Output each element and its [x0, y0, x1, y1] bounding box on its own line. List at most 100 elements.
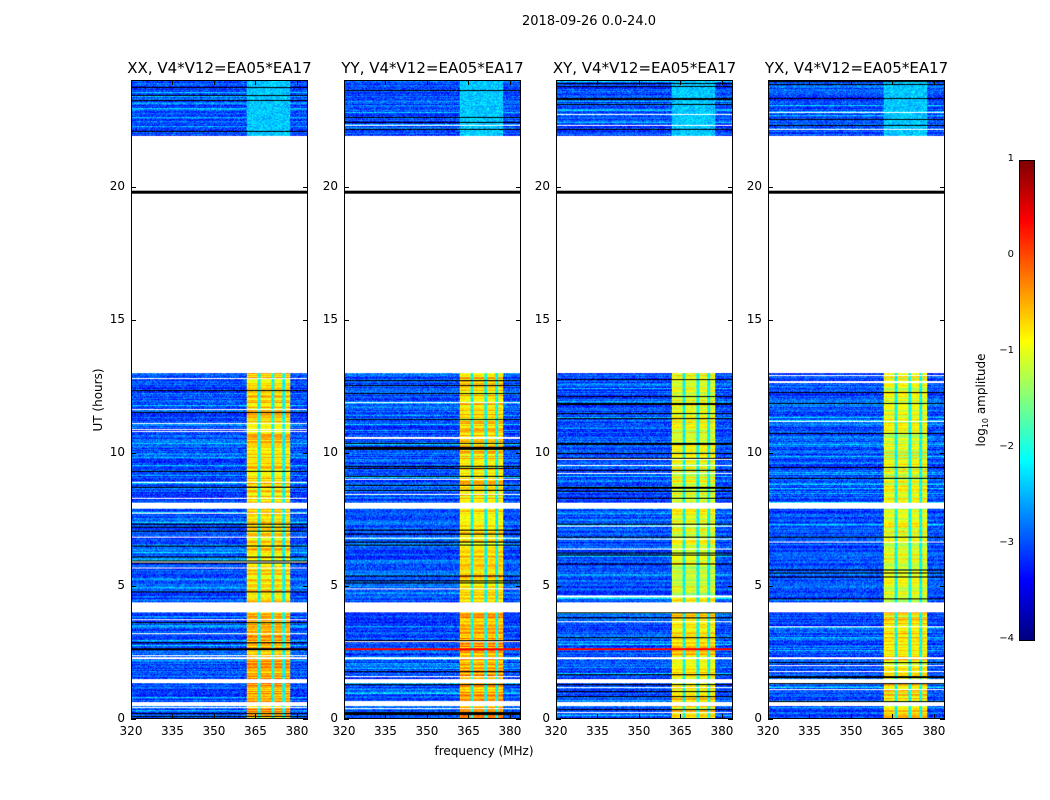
- colorbar-label: log10 amplitude: [973, 353, 991, 447]
- heatmap-cells: [132, 81, 307, 718]
- y-tick-mark: [344, 319, 349, 321]
- panel-title: XX, V4*V12=EA05*EA17: [127, 59, 312, 77]
- figure-title: 2018-09-26 0.0-24.0: [522, 14, 656, 29]
- x-tick-mark: [509, 714, 511, 719]
- x-tick-label: 350: [839, 724, 863, 738]
- x-tick-mark: [597, 80, 599, 85]
- x-tick-mark: [850, 80, 852, 85]
- x-tick-label: 380: [285, 724, 309, 738]
- y-tick-label: 20: [109, 178, 125, 193]
- colorbar-tick-label: 0: [1007, 249, 1014, 260]
- x-tick-label: 380: [922, 724, 946, 738]
- y-tick-mark: [768, 719, 773, 720]
- colorbar-tick-label: 1: [1007, 153, 1014, 164]
- y-tick-mark: [728, 319, 733, 321]
- y-tick-label: 5: [117, 577, 125, 592]
- x-tick-mark: [344, 80, 345, 85]
- colorbar-tick-label: −4: [999, 633, 1014, 644]
- x-tick-mark: [296, 80, 298, 85]
- x-tick-mark: [426, 80, 428, 85]
- y-tick-label: 10: [746, 444, 762, 459]
- y-tick-mark: [516, 452, 521, 454]
- y-tick-mark: [516, 186, 521, 188]
- y-tick-mark: [303, 319, 308, 321]
- x-tick-mark: [933, 80, 935, 85]
- y-tick-label: 5: [330, 577, 338, 592]
- x-tick-mark: [131, 80, 132, 85]
- y-tick-label: 20: [746, 178, 762, 193]
- y-tick-mark: [768, 319, 773, 321]
- x-tick-mark: [850, 714, 852, 719]
- y-tick-label: 15: [746, 311, 762, 326]
- x-tick-mark: [255, 714, 257, 719]
- y-tick-mark: [516, 719, 521, 720]
- x-tick-mark: [933, 714, 935, 719]
- x-tick-mark: [385, 714, 387, 719]
- y-tick-label: 15: [534, 311, 550, 326]
- x-tick-mark: [768, 80, 769, 85]
- x-tick-label: 365: [669, 724, 692, 738]
- y-tick-mark: [768, 452, 773, 454]
- heatmap-panel: [768, 80, 945, 719]
- y-tick-mark: [303, 719, 308, 720]
- x-tick-label: 380: [710, 724, 734, 738]
- heatmap-panel: [556, 80, 733, 719]
- colorbar: [1019, 160, 1035, 641]
- heatmap-panel: [131, 80, 308, 719]
- y-tick-mark: [516, 585, 521, 587]
- y-tick-label: 20: [534, 178, 550, 193]
- y-tick-mark: [344, 719, 349, 720]
- x-tick-mark: [172, 80, 174, 85]
- y-tick-mark: [131, 186, 136, 188]
- x-tick-mark: [213, 714, 215, 719]
- y-tick-mark: [131, 452, 136, 454]
- y-tick-mark: [131, 719, 136, 720]
- x-tick-label: 335: [586, 724, 609, 738]
- y-tick-mark: [303, 186, 308, 188]
- x-tick-label: 380: [498, 724, 522, 738]
- x-tick-mark: [556, 714, 557, 719]
- x-tick-mark: [638, 714, 640, 719]
- x-tick-mark: [172, 714, 174, 719]
- y-tick-label: 10: [109, 444, 125, 459]
- panel-title: YX, V4*V12=EA05*EA17: [764, 59, 949, 77]
- x-tick-label: 365: [457, 724, 480, 738]
- y-tick-mark: [344, 585, 349, 587]
- y-tick-label: 20: [322, 178, 338, 193]
- x-tick-label: 365: [881, 724, 904, 738]
- y-tick-mark: [344, 186, 349, 188]
- x-tick-mark: [892, 714, 894, 719]
- y-tick-mark: [940, 186, 945, 188]
- colorbar-tick-label: −2: [999, 441, 1014, 452]
- y-tick-mark: [131, 585, 136, 587]
- panel-title: YY, V4*V12=EA05*EA17: [341, 59, 524, 77]
- x-tick-mark: [131, 714, 132, 719]
- x-tick-mark: [296, 714, 298, 719]
- x-tick-label: 320: [119, 724, 143, 738]
- y-tick-label: 15: [322, 311, 338, 326]
- y-tick-mark: [556, 186, 561, 188]
- x-tick-label: 350: [415, 724, 439, 738]
- heatmap-cells: [345, 81, 520, 718]
- y-tick-mark: [303, 585, 308, 587]
- x-tick-label: 335: [374, 724, 397, 738]
- x-tick-mark: [213, 80, 215, 85]
- x-tick-mark: [556, 80, 557, 85]
- x-tick-mark: [809, 80, 811, 85]
- x-tick-mark: [892, 80, 894, 85]
- y-tick-label: 10: [534, 444, 550, 459]
- y-tick-mark: [940, 719, 945, 720]
- x-tick-label: 335: [161, 724, 184, 738]
- x-tick-label: 350: [202, 724, 226, 738]
- heatmap-panel: [344, 80, 521, 719]
- x-tick-mark: [809, 714, 811, 719]
- y-tick-mark: [131, 319, 136, 321]
- y-tick-mark: [556, 319, 561, 321]
- x-tick-mark: [426, 714, 428, 719]
- colorbar-gradient: [1020, 161, 1034, 640]
- colorbar-tick-label: −3: [999, 537, 1014, 548]
- x-tick-label: 350: [627, 724, 651, 738]
- y-axis-label: UT (hours): [91, 368, 105, 432]
- x-tick-mark: [721, 714, 723, 719]
- y-tick-mark: [728, 452, 733, 454]
